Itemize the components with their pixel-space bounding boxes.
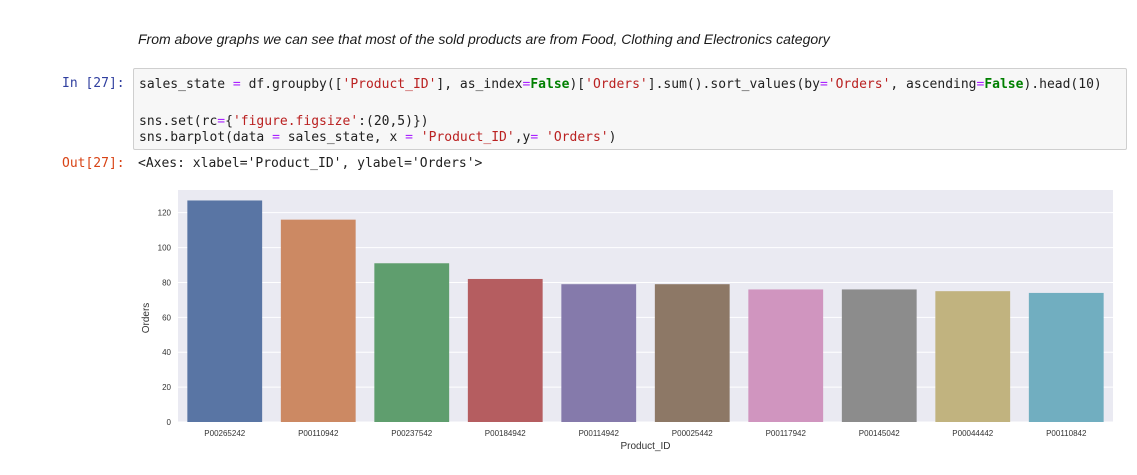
bar-P00114942 <box>561 284 637 422</box>
bar-P00117942 <box>748 289 824 422</box>
code-line-1: sales_state = df.groupby(['Product_ID'],… <box>139 77 1102 92</box>
code-cell-editor[interactable]: sales_state = df.groupby(['Product_ID'],… <box>133 68 1127 150</box>
bar-P00025442 <box>654 284 730 422</box>
x-tick-label: P00110842 <box>1046 429 1087 438</box>
x-axis-label: Product_ID <box>620 441 670 452</box>
code-line-3: sns.barplot(data = sales_state, x = 'Pro… <box>139 130 617 145</box>
bar-chart: 0 20 40 60 80 100 120 P00265242 P00110942 P00237… <box>141 190 1113 452</box>
x-tick-label: P00117942 <box>766 429 807 438</box>
x-tick-label: P00114942 <box>579 429 620 438</box>
x-tick-label: P00025442 <box>672 429 713 438</box>
code-line-2: sns.set(rc={'figure.figsize':(20,5)}) <box>139 114 429 129</box>
y-tick-label: 80 <box>162 278 171 287</box>
y-tick-label: 40 <box>162 348 171 357</box>
y-tick-label: 120 <box>158 209 172 218</box>
x-tick-label: P00237542 <box>391 429 432 438</box>
y-tick-label: 100 <box>158 244 172 253</box>
bar-P00265242 <box>187 200 263 422</box>
input-prompt: In [27]: <box>62 76 125 91</box>
x-tick-label: P00145042 <box>859 429 900 438</box>
y-tick-label: 60 <box>162 313 171 322</box>
x-tick-label: P00265242 <box>204 429 245 438</box>
y-axis-label: Orders <box>141 303 152 334</box>
bar-P00110842 <box>1028 292 1104 422</box>
bar-P00237542 <box>374 263 450 422</box>
x-tick-label: P00110942 <box>298 429 339 438</box>
x-tick-label: P00184942 <box>485 429 526 438</box>
y-tick-label: 20 <box>162 383 171 392</box>
bar-P00110942 <box>280 219 356 422</box>
output-text: <Axes: xlabel='Product_ID', ylabel='Orde… <box>138 156 483 171</box>
markdown-text: From above graphs we can see that most o… <box>138 31 830 47</box>
x-tick-label: P00044442 <box>952 429 993 438</box>
bar-P00184942 <box>467 278 543 422</box>
y-tick-label: 0 <box>167 418 172 427</box>
bar-P00145042 <box>841 289 917 422</box>
bar-P00044442 <box>935 291 1011 422</box>
output-prompt: Out[27]: <box>62 156 125 171</box>
